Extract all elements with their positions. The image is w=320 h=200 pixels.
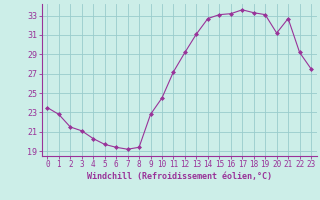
X-axis label: Windchill (Refroidissement éolien,°C): Windchill (Refroidissement éolien,°C) [87, 172, 272, 181]
